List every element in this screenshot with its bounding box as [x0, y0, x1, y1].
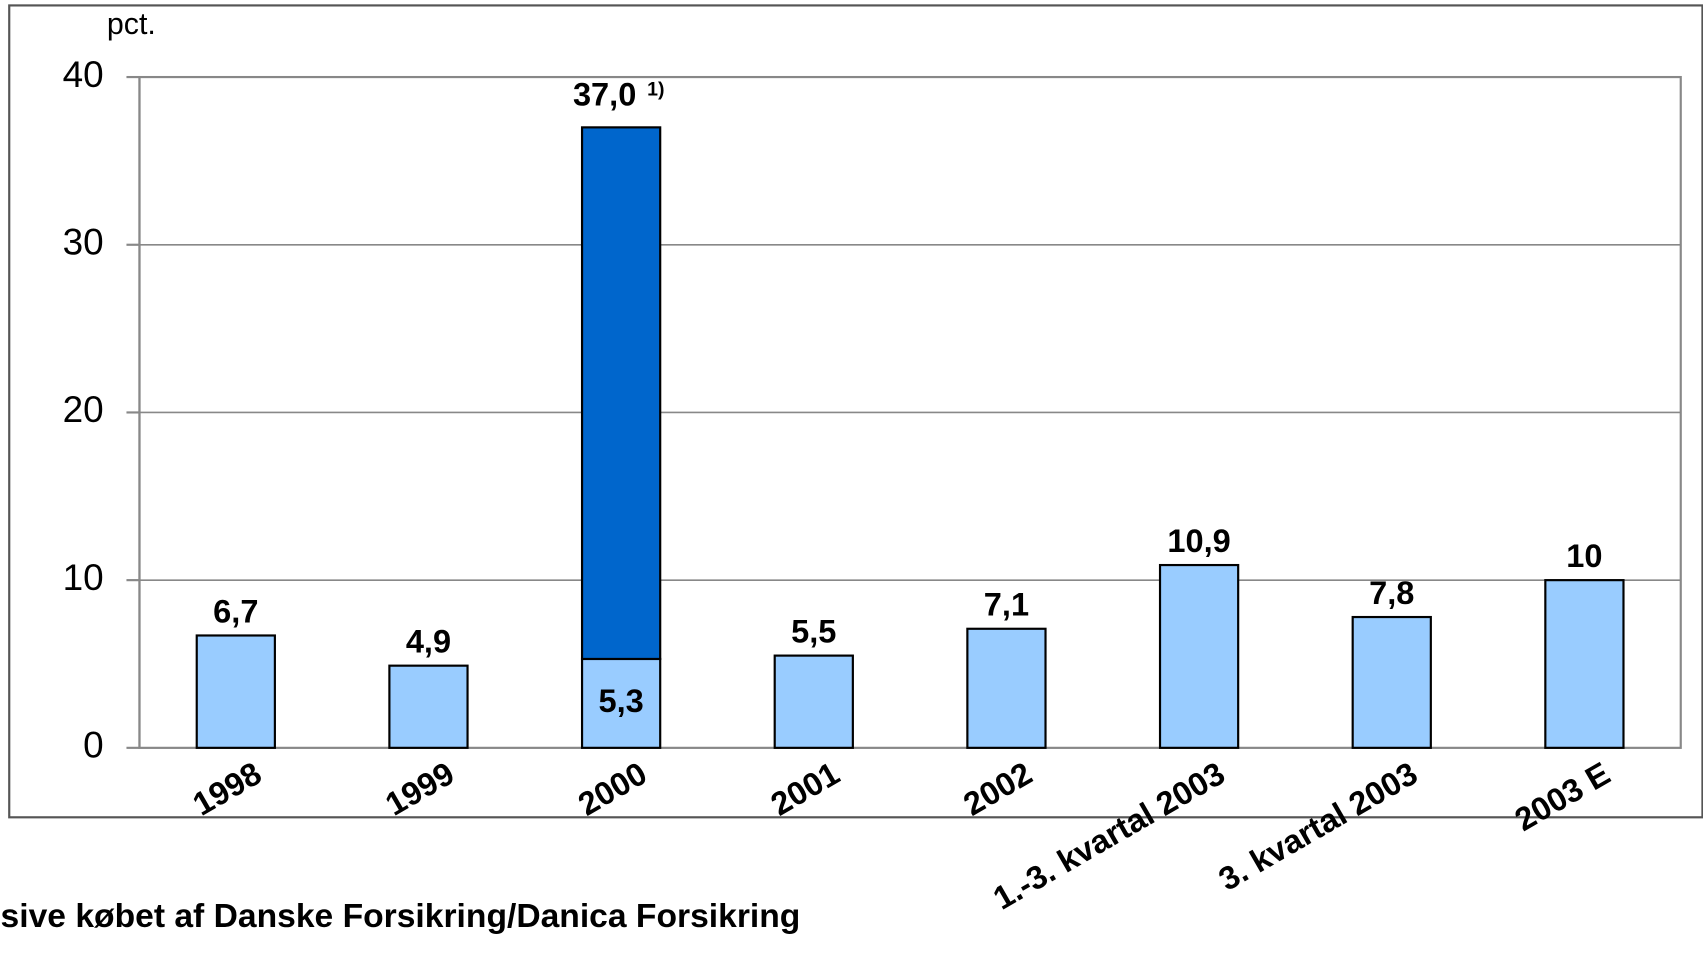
y-tick-label: 10	[63, 557, 104, 598]
data-label: 4,9	[406, 624, 451, 660]
bar	[1158, 563, 1240, 749]
data-label: 7,1	[984, 587, 1029, 623]
data-label: 7,8	[1369, 575, 1414, 611]
annotation: 37,0	[573, 77, 636, 113]
chart-frame	[8, 4, 1703, 819]
bar	[966, 627, 1047, 749]
y-tick-label: 0	[83, 725, 104, 766]
x-tick-label: 2003 E	[1509, 755, 1616, 838]
bar	[1351, 615, 1432, 749]
x-tick-label: 2002	[957, 755, 1038, 822]
bar	[773, 654, 854, 749]
y-unit-label: pct.	[107, 7, 156, 41]
footnote: sive købet af Danske Forsikring/Danica F…	[1, 898, 801, 935]
x-tick-label: 3. kvartal 2003	[1213, 755, 1424, 897]
annotation-note: 1)	[647, 79, 664, 101]
y-tick-label: 40	[63, 54, 104, 95]
y-tick-label: 30	[63, 222, 104, 263]
bar	[1544, 579, 1625, 749]
data-label: 6,7	[213, 593, 258, 629]
x-tick-label: 2001	[765, 755, 846, 822]
bar	[388, 664, 469, 749]
data-label: 5,3	[599, 683, 644, 719]
y-tick-label: 20	[63, 389, 104, 430]
x-tick-label: 1998	[187, 755, 268, 822]
bar	[580, 126, 662, 661]
x-tick-label: 2000	[572, 755, 653, 822]
data-label: 5,5	[791, 613, 836, 649]
x-tick-label: 1999	[379, 755, 460, 822]
bar	[195, 634, 276, 749]
data-label: 10	[1566, 538, 1602, 574]
data-label: 10,9	[1167, 523, 1230, 559]
